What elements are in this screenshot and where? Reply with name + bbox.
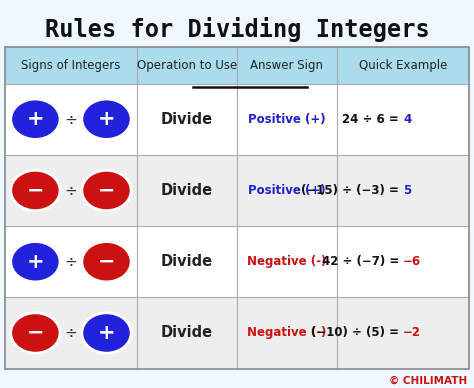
Circle shape [82,242,131,282]
FancyBboxPatch shape [5,226,469,297]
Text: −: − [27,323,44,343]
Text: Rules for Dividing Integers: Rules for Dividing Integers [45,17,429,42]
Text: +: + [98,109,115,129]
FancyBboxPatch shape [5,297,469,369]
Circle shape [11,242,60,282]
Circle shape [11,313,60,353]
FancyBboxPatch shape [5,83,469,155]
Text: −: − [98,252,115,272]
Text: Answer Sign: Answer Sign [250,59,323,71]
Text: −: − [98,180,115,201]
Text: −2: −2 [403,326,421,340]
Text: 24 ÷ 6 =: 24 ÷ 6 = [342,113,403,126]
Text: Divide: Divide [161,183,213,198]
Text: Negative (-): Negative (-) [247,255,327,268]
Text: Quick Example: Quick Example [359,59,447,71]
Text: ÷: ÷ [64,183,77,198]
Text: 42 ÷ (−7) =: 42 ÷ (−7) = [322,255,403,268]
Circle shape [82,170,131,211]
Text: ÷: ÷ [64,326,77,341]
Text: −6: −6 [403,255,421,268]
Text: +: + [27,252,44,272]
Text: Divide: Divide [161,112,213,127]
Text: ÷: ÷ [64,112,77,127]
Circle shape [82,99,131,139]
Text: © CHILIMATH: © CHILIMATH [389,376,467,386]
Text: Divide: Divide [161,326,213,341]
Text: +: + [98,323,115,343]
Circle shape [11,170,60,211]
Circle shape [11,99,60,139]
Text: −: − [27,180,44,201]
FancyBboxPatch shape [5,155,469,226]
Text: ÷: ÷ [64,254,77,269]
Circle shape [82,313,131,353]
Text: +: + [27,109,44,129]
Text: 5: 5 [403,184,411,197]
Text: 4: 4 [403,113,411,126]
Text: Divide: Divide [161,254,213,269]
Text: Signs of Integers: Signs of Integers [21,59,120,71]
Text: Operation to Use: Operation to Use [137,59,237,71]
Text: Positive (+): Positive (+) [248,184,326,197]
Text: Negative (-): Negative (-) [247,326,327,340]
Text: (−10) ÷ (5) =: (−10) ÷ (5) = [311,326,403,340]
Text: (−15) ÷ (−3) =: (−15) ÷ (−3) = [301,184,403,197]
FancyBboxPatch shape [5,47,469,83]
Text: Positive (+): Positive (+) [248,113,326,126]
